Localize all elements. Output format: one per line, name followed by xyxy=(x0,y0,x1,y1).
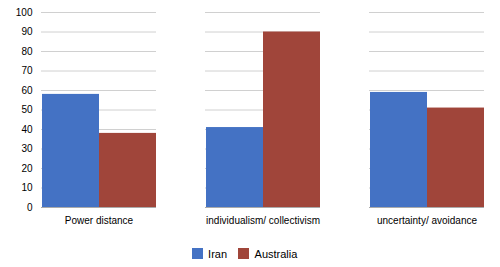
svg-text:80: 80 xyxy=(21,46,33,57)
svg-text:90: 90 xyxy=(21,26,33,37)
svg-text:20: 20 xyxy=(21,163,33,174)
html-text:Australia: Australia xyxy=(254,247,298,260)
svg-text:70: 70 xyxy=(21,65,33,76)
svg-text:40: 40 xyxy=(21,124,33,135)
html-text:Iran: Iran xyxy=(208,247,228,260)
svg-text:50: 50 xyxy=(21,104,33,115)
svg-text:100: 100 xyxy=(16,7,33,18)
svg-text:10: 10 xyxy=(21,182,33,193)
svg-text:0: 0 xyxy=(27,202,33,213)
svg-text:30: 30 xyxy=(21,143,33,154)
svg-text:60: 60 xyxy=(21,85,33,96)
svg-text:uncertainty/ avoidance: uncertainty/ avoidance xyxy=(377,215,478,226)
svg-text:individualism/ collectivism: individualism/ collectivism xyxy=(206,215,320,226)
svg-text:Power distance: Power distance xyxy=(65,215,134,226)
